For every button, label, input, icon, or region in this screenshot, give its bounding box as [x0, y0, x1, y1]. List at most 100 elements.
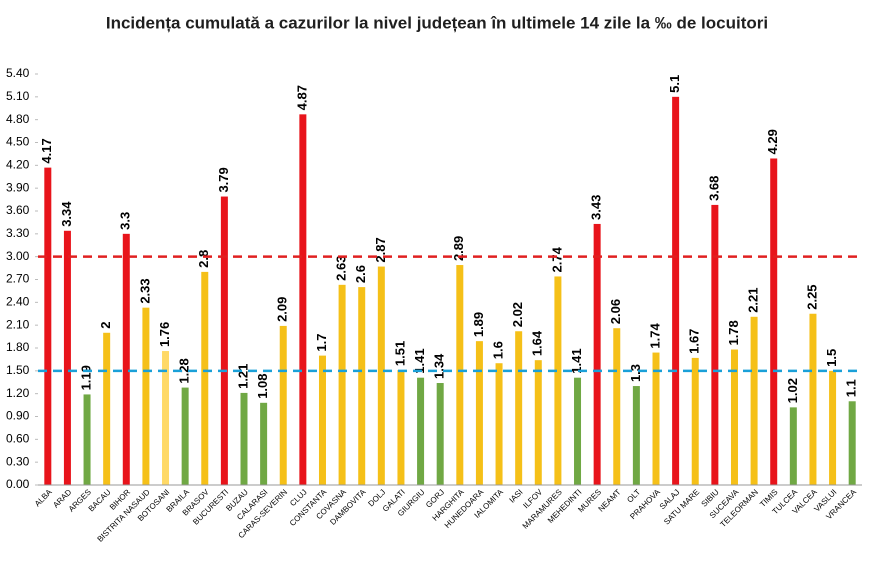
value-label: 2.74: [549, 246, 564, 272]
x-tick-label: ALBA: [33, 487, 54, 508]
value-label: 2.89: [451, 236, 466, 261]
value-label: 1.5: [824, 349, 839, 367]
bar: [299, 114, 307, 485]
bar: [711, 204, 719, 485]
value-label: 1.19: [78, 365, 93, 390]
value-label: 3.68: [706, 176, 721, 201]
y-tick-label: 0.30: [6, 454, 30, 468]
bar: [829, 370, 837, 485]
chart-title: Incidența cumulată a cazurilor la nivel …: [106, 13, 768, 32]
value-label: 4.87: [294, 85, 309, 110]
value-label: 1.28: [177, 358, 192, 383]
bar: [338, 284, 346, 485]
y-tick-label: 3.30: [6, 226, 30, 240]
value-label: 4.29: [765, 129, 780, 154]
bar: [652, 352, 660, 485]
bar: [162, 351, 170, 485]
y-tick-label: 3.60: [6, 203, 30, 217]
y-tick-label: 4.80: [6, 112, 30, 126]
bar: [809, 313, 817, 485]
bar: [436, 383, 444, 485]
y-tick-label: 2.40: [6, 295, 30, 309]
y-tick-label: 1.80: [6, 340, 30, 354]
value-label: 1.34: [432, 353, 447, 379]
bar: [122, 233, 130, 485]
value-label: 1.64: [530, 330, 545, 356]
y-tick-label: 0.60: [6, 432, 30, 446]
value-label: 1.1: [844, 379, 859, 397]
value-label: 1.74: [647, 322, 662, 348]
bar: [534, 360, 542, 485]
value-label: 2.6: [353, 265, 368, 283]
bar: [103, 332, 111, 485]
y-tick-label: 3.00: [6, 249, 30, 263]
bar: [220, 196, 228, 486]
bar: [260, 402, 268, 485]
value-label: 2.25: [804, 284, 819, 309]
value-label: 2.87: [373, 237, 388, 262]
bar: [279, 325, 287, 485]
bar: [142, 307, 150, 485]
value-label: 2.09: [275, 297, 290, 322]
value-label: 2.02: [510, 302, 525, 327]
value-label: 1.41: [569, 348, 584, 373]
bar: [632, 386, 640, 485]
y-tick-label: 5.40: [6, 66, 30, 80]
value-label: 3.34: [59, 201, 74, 227]
bar: [240, 392, 248, 485]
bar: [318, 355, 326, 485]
y-tick-label: 2.10: [6, 317, 30, 331]
bar: [377, 266, 385, 485]
value-label: 1.7: [314, 334, 329, 352]
value-label: 2.33: [137, 278, 152, 303]
bar: [554, 276, 562, 485]
value-label: 1.21: [235, 364, 250, 389]
value-label: 1.6: [490, 341, 505, 359]
value-label: 2: [98, 322, 113, 329]
value-label: 1.02: [785, 378, 800, 403]
bar: [358, 287, 366, 485]
bar: [397, 370, 405, 485]
value-label: 1.3: [628, 364, 643, 382]
value-label: 4.17: [39, 138, 54, 163]
bar: [181, 387, 189, 485]
bar: [730, 349, 738, 485]
bar: [63, 230, 71, 485]
y-tick-label: 4.20: [6, 158, 30, 172]
value-label: 1.67: [687, 329, 702, 354]
value-label: 1.41: [412, 348, 427, 373]
y-tick-label: 1.50: [6, 363, 30, 377]
bar: [574, 377, 582, 485]
bar: [456, 265, 464, 485]
bar: [770, 158, 778, 485]
y-tick-label: 0.00: [6, 477, 30, 491]
value-label: 1.08: [255, 373, 270, 398]
bar: [44, 167, 52, 485]
bar: [475, 341, 483, 485]
bar: [613, 328, 621, 485]
bar: [789, 407, 797, 485]
value-label: 2.63: [334, 256, 349, 281]
bar: [495, 363, 503, 485]
value-label: 3.79: [216, 167, 231, 192]
bar: [593, 223, 601, 485]
y-tick-label: 3.90: [6, 180, 30, 194]
value-label: 3.3: [118, 212, 133, 230]
value-label: 2.21: [746, 287, 761, 312]
y-tick-label: 0.90: [6, 409, 30, 423]
value-label: 2.8: [196, 250, 211, 268]
value-label: 2.06: [608, 299, 623, 324]
bar: [515, 331, 523, 485]
value-label: 1.78: [726, 320, 741, 345]
y-tick-label: 4.50: [6, 135, 30, 149]
y-tick-label: 5.10: [6, 89, 30, 103]
bar: [848, 401, 856, 485]
bar: [417, 377, 425, 485]
bar: [201, 271, 209, 485]
bar: [672, 96, 680, 485]
bar: [750, 316, 758, 485]
value-label: 1.51: [392, 341, 407, 366]
bar: [691, 357, 699, 485]
y-tick-label: 2.70: [6, 272, 30, 286]
